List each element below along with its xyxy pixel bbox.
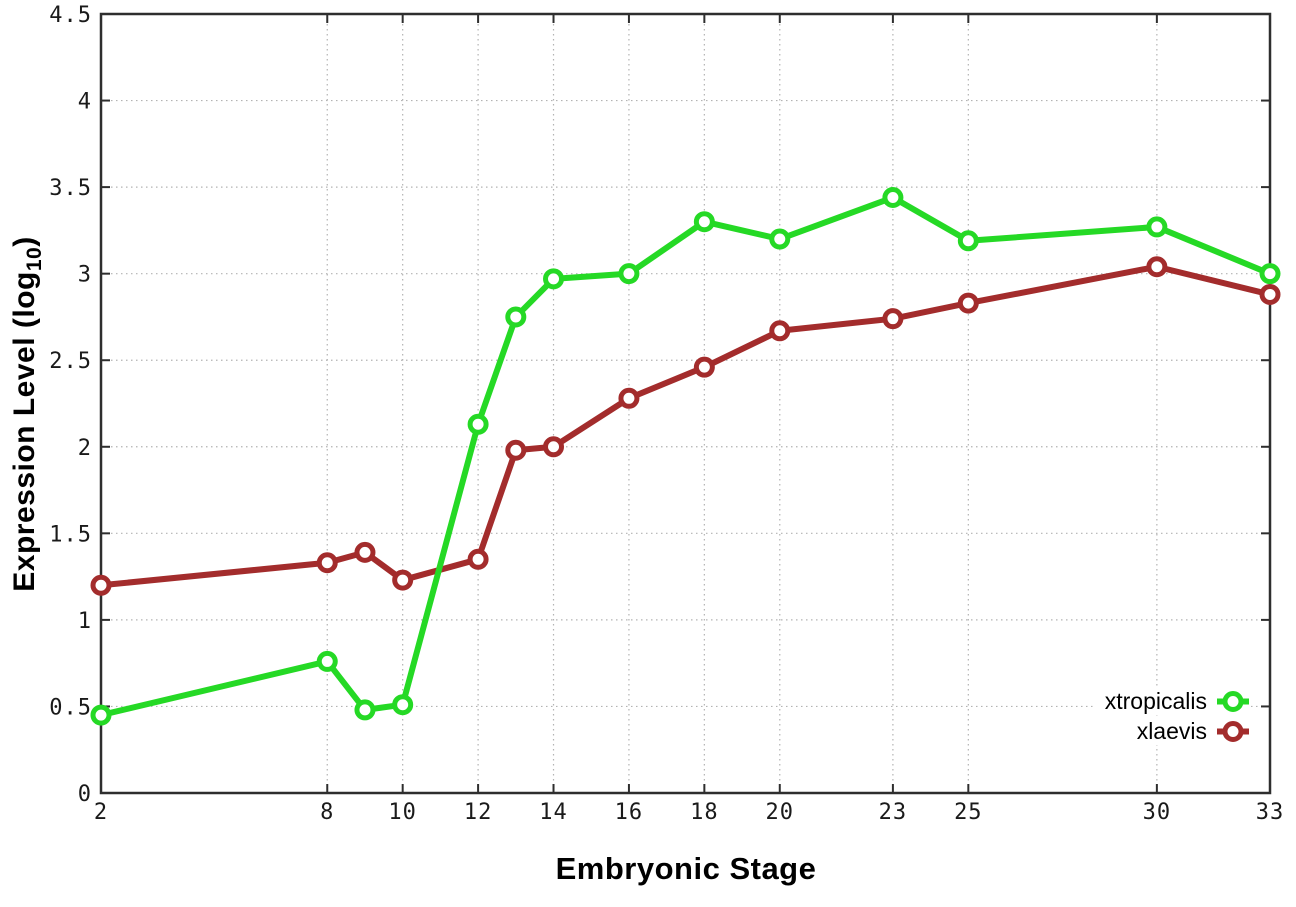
data-point-xlaevis [467, 548, 489, 570]
xlaevis-line-marker-icon [1217, 721, 1249, 742]
data-point-xlaevis [392, 569, 414, 591]
legend-item-xlaevis: xlaevis [1126, 718, 1250, 745]
x-tick-label: 10 [388, 800, 417, 825]
data-point-xlaevis [1259, 283, 1281, 305]
y-tick-label: 0 [78, 782, 92, 807]
data-point-xlaevis [882, 308, 904, 330]
data-point-xlaevis [957, 292, 979, 314]
y-axis-title-subscript: 10 [23, 246, 46, 272]
legend-label-xlaevis: xlaevis [1136, 718, 1207, 744]
y-axis-title: Expression Level (log10) [8, 124, 48, 704]
data-point-xlaevis [354, 541, 376, 563]
y-axis-title-text: Expression Level (log [8, 271, 41, 592]
series-line-xtropicalis [98, 194, 1273, 719]
x-tick-label: 20 [766, 800, 795, 825]
data-point-xlaevis [90, 574, 112, 596]
x-tick-label: 25 [954, 800, 983, 825]
data-point-xtropicalis [1259, 263, 1281, 285]
data-point-xlaevis [543, 436, 565, 458]
data-point-xtropicalis [618, 263, 640, 285]
y-tick-label: 1 [78, 609, 92, 634]
y-axis-title-suffix: ) [8, 236, 41, 247]
data-point-xlaevis [505, 439, 527, 461]
y-tick-label: 2.5 [49, 349, 92, 374]
x-tick-label: 33 [1256, 800, 1285, 825]
y-tick-label: 3.5 [49, 176, 92, 201]
data-point-xtropicalis [543, 268, 565, 290]
legend-label-xtropicalis: xtropicalis [1104, 688, 1207, 714]
y-tick-label: 2 [78, 436, 92, 461]
y-tick-label: 0.5 [49, 695, 92, 720]
legend: xtropicalis xlaevis [1094, 688, 1250, 745]
data-point-xlaevis [1146, 256, 1168, 278]
y-tick-label: 3 [78, 263, 92, 288]
xtropicalis-line-marker-icon [1217, 691, 1249, 712]
data-point-xtropicalis [467, 413, 489, 435]
data-point-xlaevis [316, 552, 338, 574]
y-tick-label: 4 [78, 90, 92, 115]
plot-border [99, 12, 1272, 795]
x-tick-label: 8 [320, 800, 334, 825]
data-point-xtropicalis [693, 211, 715, 233]
y-tick-label: 1.5 [49, 522, 92, 547]
y-tick-label: 4.5 [49, 3, 92, 28]
legend-item-xtropicalis: xtropicalis [1094, 688, 1250, 715]
data-point-xtropicalis [316, 650, 338, 672]
data-point-xtropicalis [769, 228, 791, 250]
data-point-xlaevis [618, 387, 640, 409]
data-point-xtropicalis [505, 306, 527, 328]
data-point-xlaevis [693, 356, 715, 378]
data-point-xtropicalis [882, 186, 904, 208]
x-tick-label: 18 [690, 800, 719, 825]
data-point-xlaevis [769, 320, 791, 342]
data-point-xtropicalis [1146, 216, 1168, 238]
x-tick-label: 14 [539, 800, 568, 825]
data-point-xtropicalis [392, 694, 414, 716]
x-tick-label: 12 [464, 800, 493, 825]
data-point-xtropicalis [90, 704, 112, 726]
data-point-xtropicalis [354, 699, 376, 721]
x-tick-label: 16 [615, 800, 644, 825]
series-line-xlaevis [98, 263, 1273, 589]
data-point-xtropicalis [957, 230, 979, 252]
x-tick-label: 2 [94, 800, 108, 825]
x-tick-label: 23 [879, 800, 908, 825]
x-axis-title: Embryonic Stage [555, 851, 817, 886]
x-tick-label: 30 [1143, 800, 1172, 825]
